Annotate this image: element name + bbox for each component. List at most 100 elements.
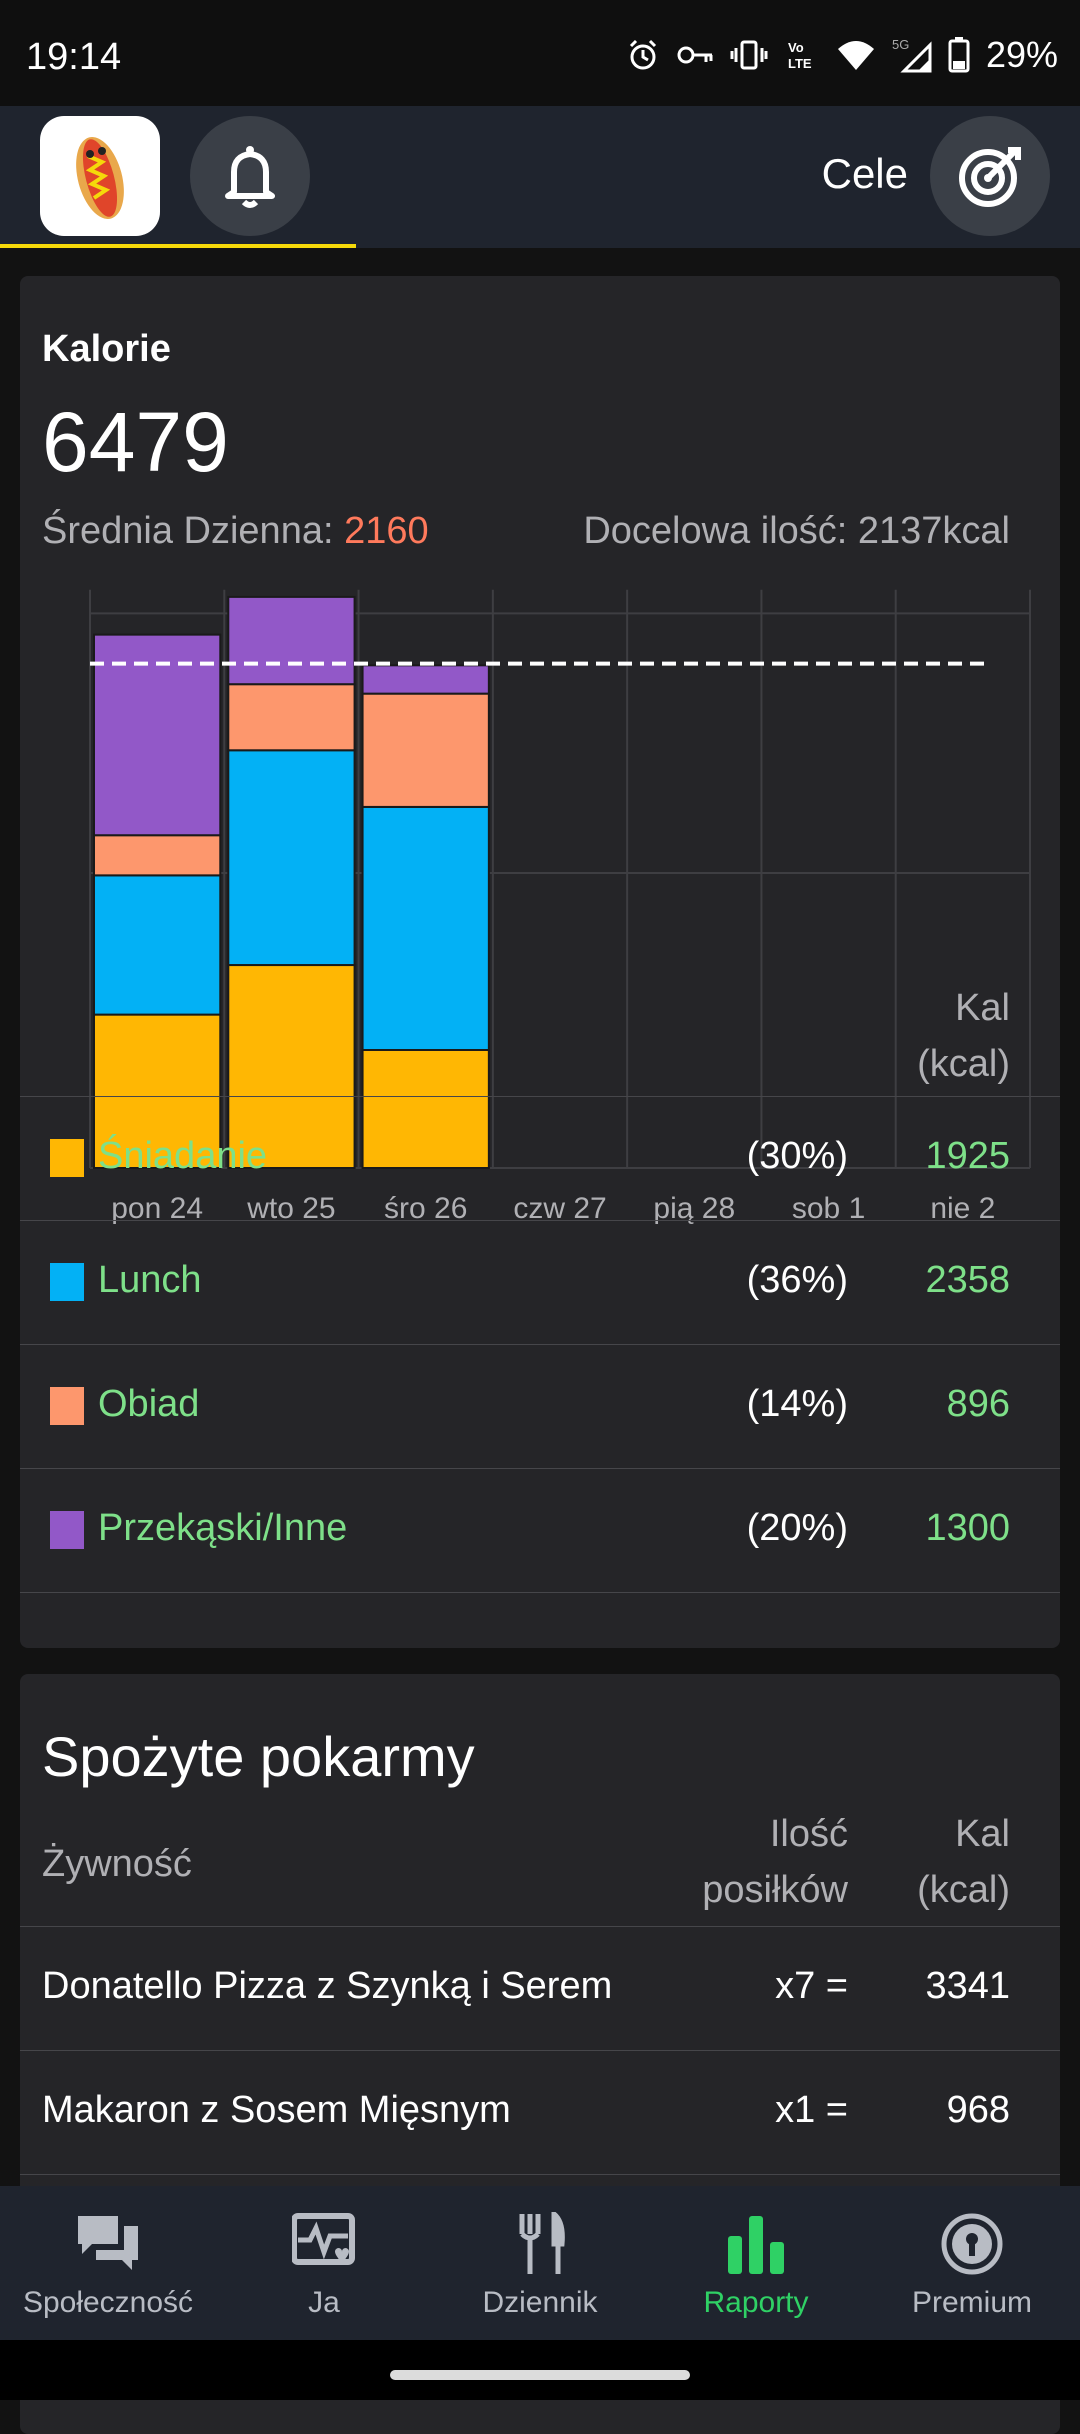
legend-swatch	[50, 1139, 84, 1177]
vibrate-icon	[730, 40, 768, 70]
legend-percent: (30%)	[746, 1135, 848, 1177]
bar-chart-icon	[728, 2216, 784, 2274]
legend-value: 1300	[925, 1507, 1010, 1549]
daily-average: Średnia Dzienna: 2160	[42, 510, 429, 553]
bottom-nav: Społeczność Ja Dziennik Raporty Prem	[0, 2186, 1080, 2340]
kcal-header-line1: Kal	[955, 987, 1010, 1029]
target-amount: Docelowa ilość: 2137kcal	[583, 510, 1010, 552]
svg-text:5G: 5G	[892, 37, 909, 52]
kcal-column-header: Kal (kcal)	[917, 1806, 1010, 1918]
top-bar: Cele	[0, 106, 1080, 248]
notifications-button[interactable]	[190, 116, 310, 236]
foods-title: Spożyte pokarmy	[42, 1725, 475, 1788]
chart-bar-segment	[227, 595, 356, 686]
battery-icon	[948, 37, 970, 73]
wifi-icon	[837, 41, 874, 70]
chart-bar-segment	[227, 683, 356, 752]
legend-name: Śniadanie	[98, 1135, 268, 1177]
status-icons: Vo LTE 5G 29%	[626, 34, 1058, 76]
goals-label[interactable]: Cele	[821, 150, 908, 197]
battery-percent: 29%	[985, 34, 1058, 75]
premium-badge-icon	[941, 2213, 1003, 2275]
nav-label: Raporty	[703, 2286, 809, 2319]
food-column-header: Żywność	[42, 1843, 192, 1885]
heart-monitor-icon	[292, 2213, 355, 2265]
active-tab-indicator	[0, 244, 356, 248]
chart-bar-segment	[361, 805, 490, 1051]
chart-x-tick-label: nie 2	[930, 1192, 995, 1225]
status-time: 19:14	[26, 36, 122, 78]
bell-icon	[225, 146, 275, 208]
legend-swatch	[50, 1387, 84, 1425]
kcal-header-line1: Kal	[955, 1813, 1010, 1855]
legend-percent: (20%)	[746, 1507, 848, 1549]
svg-text:Vo: Vo	[788, 40, 804, 55]
calories-chart: pon 24 wto 25 śro 26 czw 27 pią 28 sob 1 nie 2	[89, 589, 1031, 1225]
legend-value: 1925	[925, 1135, 1010, 1177]
chart-bar-segment	[361, 692, 490, 808]
qty-header-line2: posiłków	[702, 1869, 848, 1911]
legend-name: Lunch	[98, 1259, 202, 1301]
kcal-header-line2: (kcal)	[917, 1043, 1010, 1085]
nav-label: Premium	[911, 2286, 1032, 2319]
qty-header-line1: Ilość	[769, 1813, 848, 1855]
legend-row-sniadanie[interactable]: Śniadanie (30%) 1925	[20, 1096, 1060, 1221]
target-icon	[959, 147, 1021, 207]
legend-name: Obiad	[98, 1383, 200, 1425]
divider	[20, 1592, 1060, 1593]
food-qty: x1 =	[775, 2089, 848, 2131]
chart-x-tick-label: śro 26	[384, 1192, 467, 1225]
food-kcal: 3341	[925, 1965, 1010, 2007]
chart-x-tick-label: sob 1	[792, 1192, 865, 1225]
nav-reports[interactable]: Raporty	[648, 2186, 864, 2340]
alarm-icon	[629, 39, 656, 70]
nav-community[interactable]: Społeczność	[0, 2186, 216, 2340]
nav-me[interactable]: Ja	[216, 2186, 432, 2340]
food-row[interactable]: Makaron z Sosem Mięsnym x1 = 968	[20, 2050, 1060, 2175]
home-gesture-handle[interactable]	[390, 2370, 690, 2380]
chart-bar-segment	[93, 633, 222, 837]
nav-label: Dziennik	[482, 2286, 598, 2319]
nav-label: Społeczność	[22, 2286, 194, 2319]
status-bar: 19:14 Vo LTE 5G 29%	[0, 0, 1080, 106]
fork-knife-icon	[519, 2212, 565, 2274]
chart-bar-segment	[227, 749, 356, 967]
avatar[interactable]	[40, 116, 160, 236]
legend-value: 2358	[925, 1259, 1010, 1301]
nav-label: Ja	[308, 2286, 340, 2319]
legend-value: 896	[946, 1383, 1010, 1425]
chart-x-tick-label: pon 24	[111, 1192, 203, 1225]
food-kcal: 968	[946, 2089, 1010, 2131]
legend-swatch	[50, 1263, 84, 1301]
signal-5g-icon: 5G	[892, 37, 932, 73]
legend-name: Przekąski/Inne	[98, 1507, 348, 1549]
svg-text:LTE: LTE	[788, 56, 812, 71]
hotdog-avatar-icon	[76, 137, 124, 219]
calories-total: 6479	[42, 395, 229, 489]
legend-swatch	[50, 1511, 84, 1549]
daily-average-label: Średnia Dzienna:	[42, 510, 345, 552]
food-name: Donatello Pizza z Szynką i Serem	[42, 1965, 613, 2007]
calories-title: Kalorie	[42, 328, 171, 370]
system-nav-bar	[0, 2340, 1080, 2400]
qty-column-header: Ilość posiłków	[702, 1806, 848, 1918]
food-row[interactable]: Donatello Pizza z Szynką i Serem x7 = 33…	[20, 1926, 1060, 2051]
chart-bar-segment	[93, 874, 222, 1016]
divider	[20, 2174, 1060, 2175]
food-name: Makaron z Sosem Mięsnym	[42, 2089, 511, 2131]
kcal-header-line2: (kcal)	[917, 1869, 1010, 1911]
legend-row-obiad[interactable]: Obiad (14%) 896	[20, 1344, 1060, 1469]
legend-row-przekaski[interactable]: Przekąski/Inne (20%) 1300	[20, 1468, 1060, 1593]
chart-x-tick-label: wto 25	[246, 1192, 335, 1225]
key-icon	[677, 46, 713, 64]
legend-percent: (36%)	[746, 1259, 848, 1301]
goals-button[interactable]	[930, 116, 1050, 236]
legend-row-lunch[interactable]: Lunch (36%) 2358	[20, 1220, 1060, 1345]
nav-premium[interactable]: Premium	[864, 2186, 1080, 2340]
chart-x-tick-label: czw 27	[513, 1192, 606, 1225]
chart-bar-segment	[361, 1049, 490, 1169]
community-chat-icon	[78, 2216, 138, 2270]
nav-diary[interactable]: Dziennik	[432, 2186, 648, 2340]
legend-percent: (14%)	[746, 1383, 848, 1425]
